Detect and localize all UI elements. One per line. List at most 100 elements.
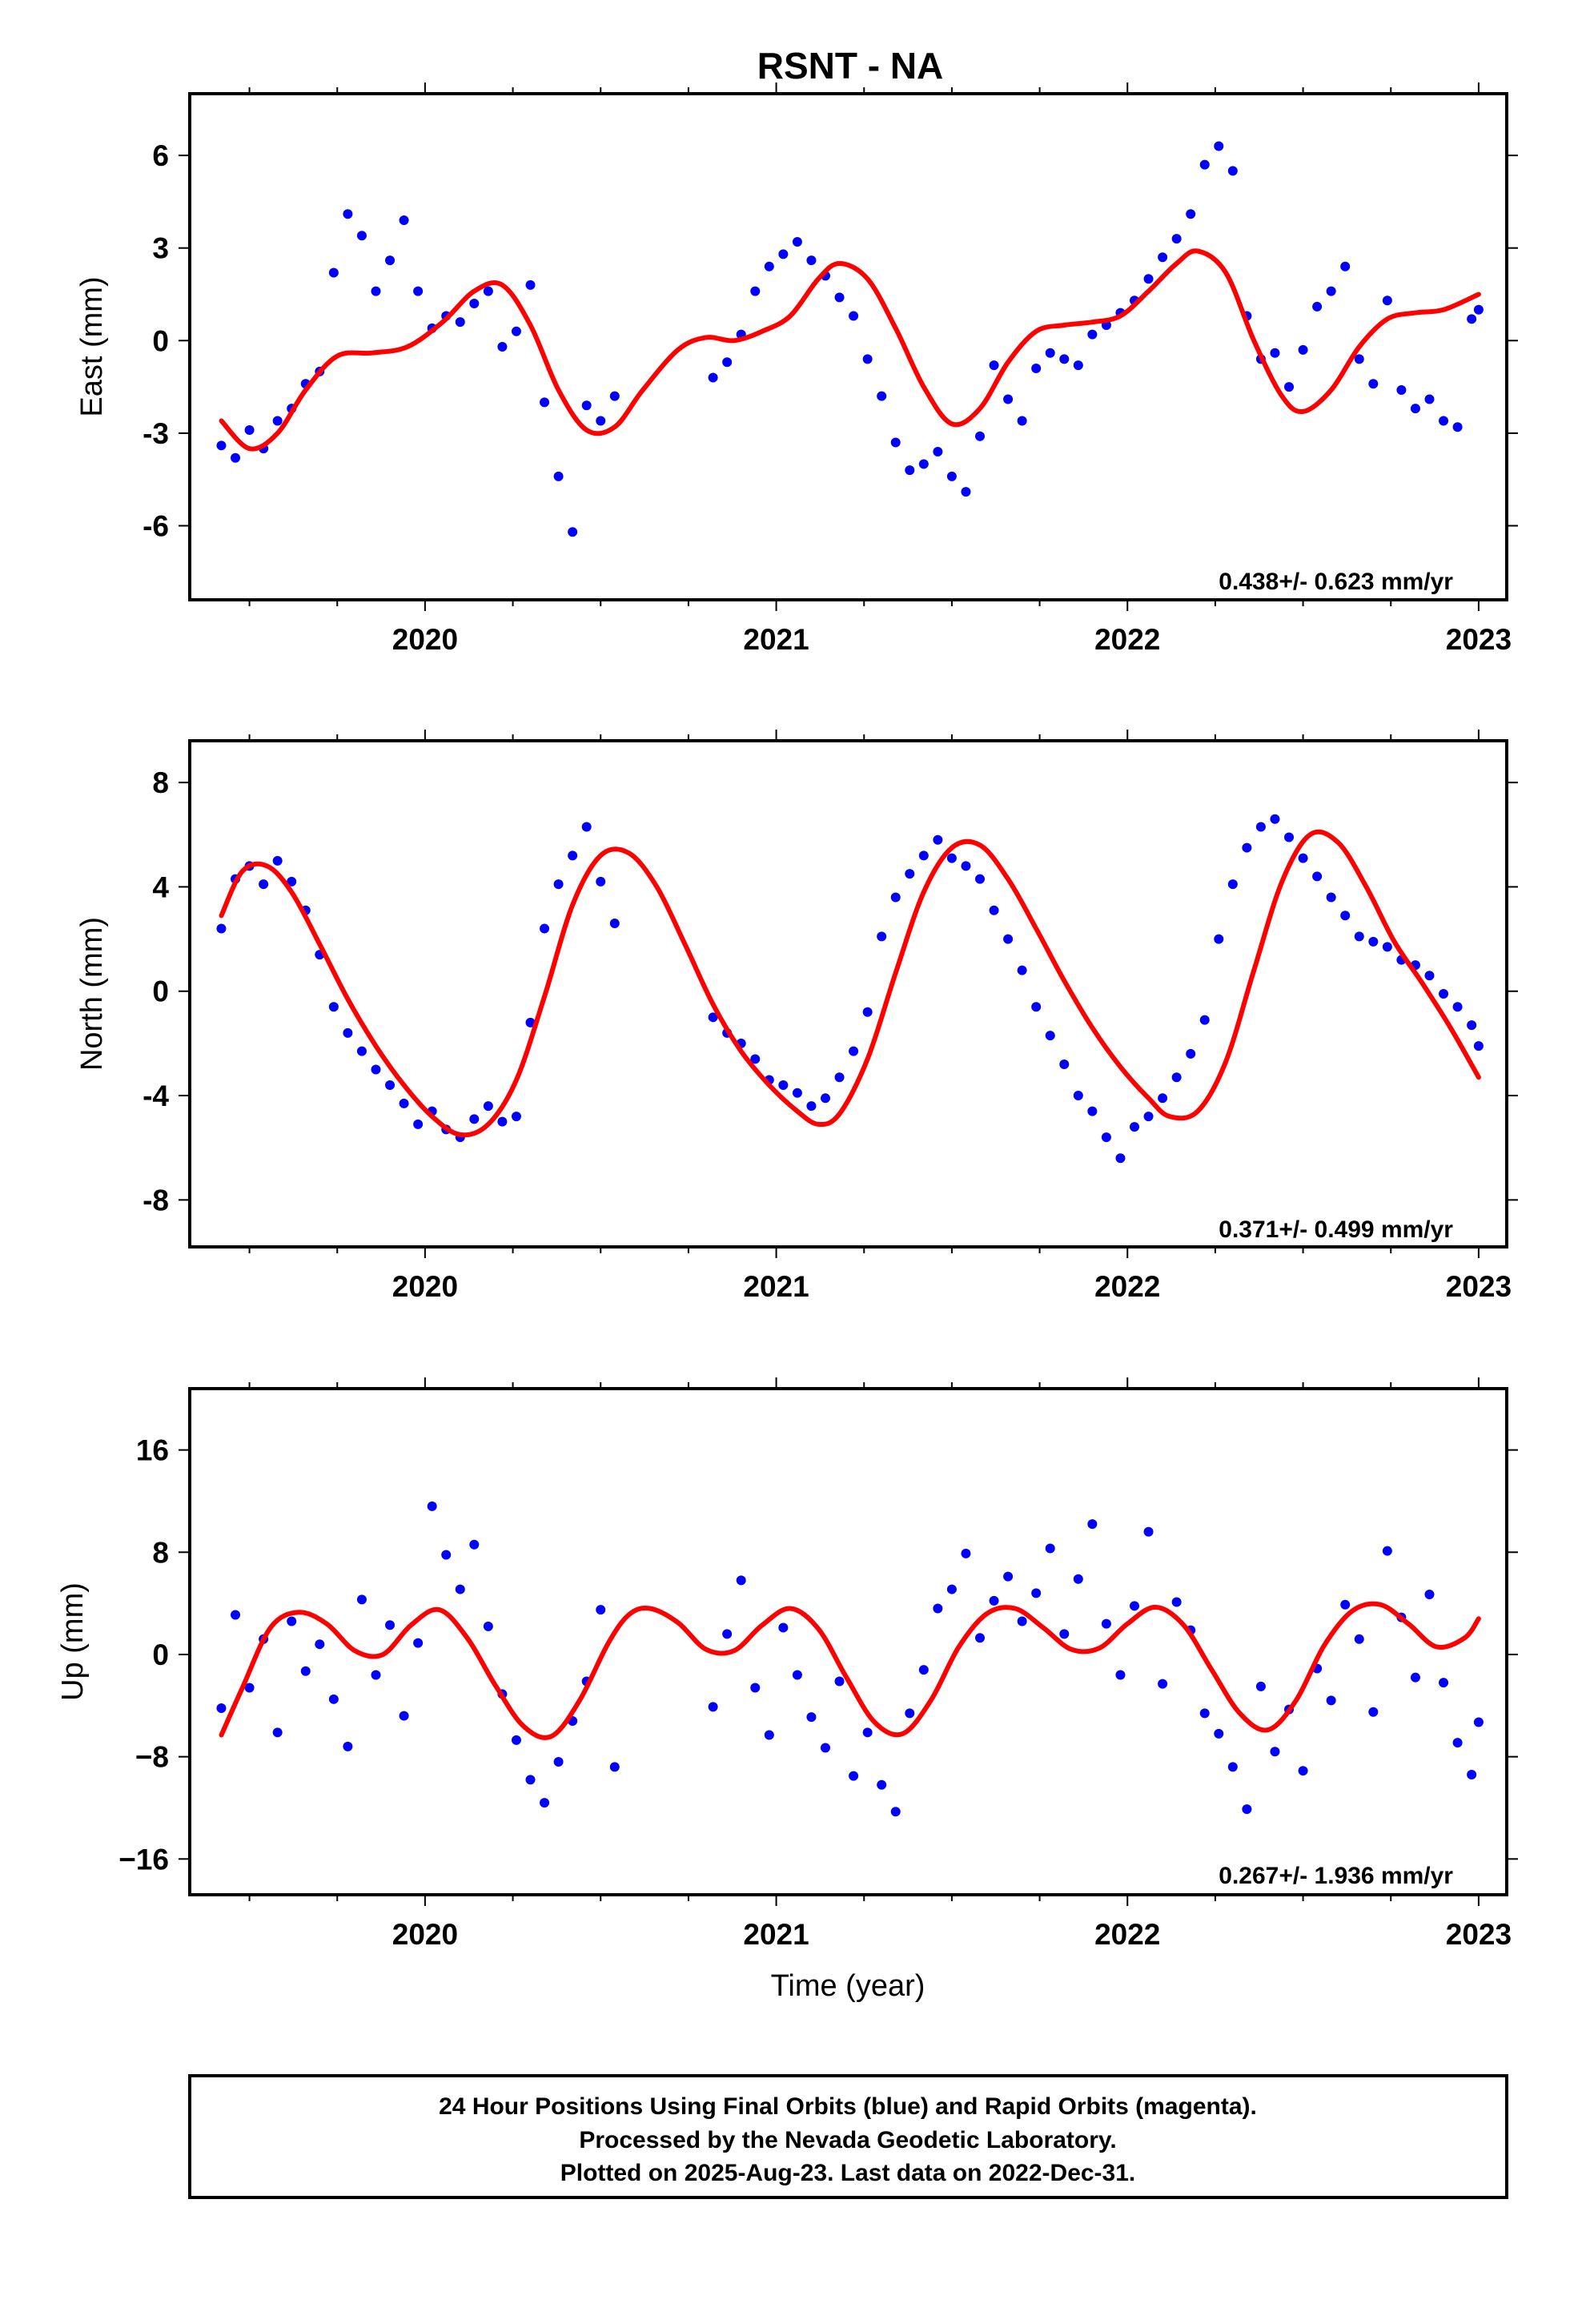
data-point xyxy=(385,1620,396,1630)
data-point xyxy=(1452,1738,1463,1748)
data-point xyxy=(1312,301,1323,312)
x-tick-label: 2022 xyxy=(1094,623,1160,656)
data-point xyxy=(1003,934,1014,944)
data-point xyxy=(890,1807,901,1817)
data-point xyxy=(1031,1002,1042,1012)
data-point xyxy=(568,527,578,537)
data-point xyxy=(371,1670,381,1680)
data-point xyxy=(328,1694,339,1704)
data-point xyxy=(961,1548,971,1558)
data-point xyxy=(722,1629,733,1639)
data-point xyxy=(1255,822,1266,832)
data-point xyxy=(1214,934,1224,944)
data-point xyxy=(1242,842,1252,853)
data-point xyxy=(1199,1708,1210,1719)
data-point xyxy=(343,1027,353,1038)
data-point xyxy=(849,1046,859,1056)
data-point xyxy=(1115,1153,1126,1164)
data-point xyxy=(328,267,339,278)
data-point xyxy=(905,465,915,476)
data-point xyxy=(1101,1618,1111,1629)
data-point xyxy=(1312,871,1323,882)
data-point xyxy=(1073,1574,1083,1584)
data-point xyxy=(708,372,718,383)
data-point xyxy=(750,1683,761,1693)
data-point xyxy=(806,1712,817,1723)
x-tick-label: 2023 xyxy=(1446,1270,1512,1303)
data-point xyxy=(1298,344,1308,355)
data-point xyxy=(877,931,887,942)
data-point xyxy=(933,834,943,845)
data-point xyxy=(1059,1059,1070,1069)
data-point xyxy=(1284,832,1295,842)
data-point xyxy=(1031,1588,1042,1598)
data-point xyxy=(511,326,521,336)
data-point xyxy=(1199,159,1210,170)
data-point xyxy=(1031,363,1042,373)
data-point xyxy=(413,1638,424,1648)
data-point xyxy=(497,342,508,352)
y-tick-label: 6 xyxy=(152,139,169,172)
data-point xyxy=(1115,1670,1126,1680)
rate-label-east: 0.438+/- 0.623 mm/yr xyxy=(1219,569,1453,595)
plot-frame-north xyxy=(188,739,1508,1248)
data-point xyxy=(1326,1695,1336,1706)
data-point xyxy=(1298,1766,1308,1776)
x-tick-label: 2023 xyxy=(1446,623,1512,656)
data-point xyxy=(1171,1072,1182,1083)
y-tick-label: 0 xyxy=(152,324,169,357)
data-point xyxy=(1270,814,1280,824)
data-point xyxy=(1214,141,1224,151)
data-point xyxy=(989,905,999,915)
data-point xyxy=(1227,1762,1238,1772)
data-point xyxy=(1452,1002,1463,1012)
data-point xyxy=(343,1741,353,1751)
data-point xyxy=(1227,166,1238,176)
data-point xyxy=(315,1639,325,1650)
data-point xyxy=(399,1711,409,1721)
data-point xyxy=(399,1098,409,1108)
data-point xyxy=(1467,1020,1477,1031)
y-tick-label: -6 xyxy=(143,510,169,543)
data-point xyxy=(975,1633,985,1643)
data-point xyxy=(1410,1672,1420,1683)
data-point xyxy=(1087,1519,1098,1530)
data-point xyxy=(933,1603,943,1614)
panel-up: Up (mm) Time (year) 0.267+/- 1.936 mm/yr… xyxy=(56,1377,1518,2003)
x-axis-label-up: Time (year) xyxy=(771,1969,926,2003)
data-point xyxy=(708,1012,718,1023)
data-point xyxy=(764,261,774,271)
data-point xyxy=(736,1575,746,1586)
data-point xyxy=(1186,1048,1196,1059)
data-point xyxy=(244,1683,255,1693)
y-tick-label: 16 xyxy=(136,1434,169,1467)
data-point xyxy=(1087,329,1098,340)
data-point xyxy=(1045,1031,1055,1041)
data-point xyxy=(385,255,396,266)
y-tick-label: -3 xyxy=(143,417,169,450)
data-point xyxy=(1473,1041,1484,1051)
data-point xyxy=(918,459,929,469)
data-point xyxy=(1473,304,1484,315)
data-point xyxy=(259,879,269,890)
data-point xyxy=(469,1539,480,1550)
data-point xyxy=(525,1017,536,1027)
data-point xyxy=(483,1101,493,1112)
data-point xyxy=(1368,1707,1379,1717)
data-point xyxy=(975,431,985,441)
data-point xyxy=(1368,379,1379,389)
data-point xyxy=(483,1621,493,1631)
data-point xyxy=(1439,1678,1449,1688)
data-point xyxy=(1424,394,1435,404)
data-point xyxy=(553,1757,564,1767)
data-point xyxy=(1396,384,1407,395)
x-tick-label: 2020 xyxy=(392,623,458,656)
data-point xyxy=(989,360,999,371)
rate-label-up: 0.267+/- 1.936 mm/yr xyxy=(1219,1863,1453,1889)
x-tick-label: 2020 xyxy=(392,1918,458,1951)
data-point xyxy=(1227,879,1238,890)
data-point xyxy=(413,286,424,296)
data-point xyxy=(1003,1571,1014,1582)
y-tick-label: 8 xyxy=(152,766,169,799)
data-point xyxy=(272,855,283,866)
